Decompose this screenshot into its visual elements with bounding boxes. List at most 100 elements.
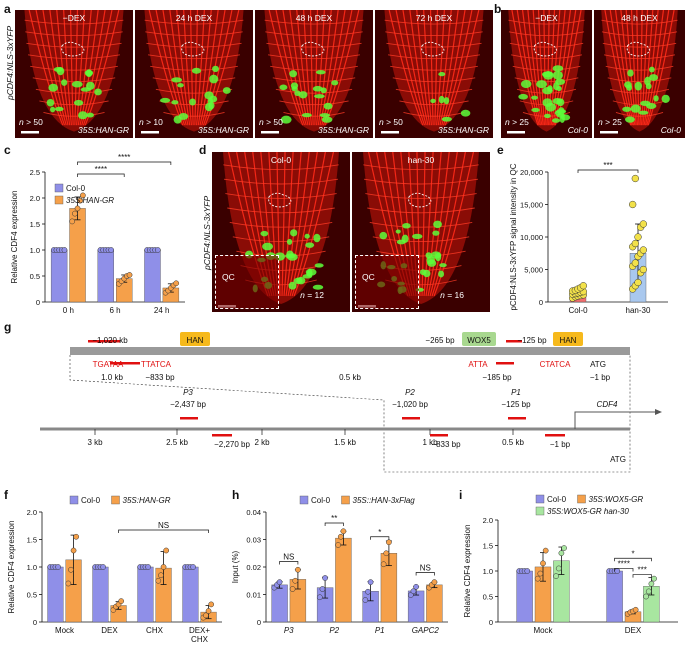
scale-bar	[141, 131, 159, 134]
x-tick-label: 0 h	[63, 306, 74, 315]
data-point	[61, 247, 68, 253]
cell-wall	[612, 100, 667, 106]
primer-mark	[545, 434, 565, 437]
motif-label: ATTA	[468, 360, 488, 369]
legend-label: Col-0	[81, 496, 101, 505]
micrograph-image: han-30 QC n = 16	[352, 152, 490, 312]
y-tick-label: 1.0	[27, 563, 37, 572]
nucleus-signal	[396, 239, 406, 245]
nucleus-signal	[419, 269, 427, 276]
cell-wall	[614, 10, 635, 126]
data-point	[614, 568, 621, 574]
data-point	[367, 579, 374, 585]
genotype-label: 35S:HAN-GR	[77, 125, 129, 135]
data-point	[205, 608, 212, 614]
y-tick-label: 0.5	[30, 272, 40, 281]
primer-mark	[430, 434, 448, 437]
tss-arrow	[574, 411, 655, 429]
x-tick-label: DEX	[625, 626, 642, 635]
cell-wall	[49, 10, 69, 126]
scale-label: 0.5 kb	[339, 373, 361, 382]
nucleus-signal	[626, 84, 633, 91]
nucleus-signal	[298, 91, 308, 99]
nucleus-signal	[222, 87, 231, 94]
nucleus-signal	[315, 70, 326, 75]
nucleus-signal	[46, 98, 55, 107]
y-tick-label: 0	[36, 298, 40, 307]
micrograph-svg	[594, 10, 685, 138]
data-point	[629, 200, 637, 209]
genotype-label: 35S:HAN-GR	[437, 125, 489, 135]
nucleus-signal	[460, 109, 471, 117]
cell-wall	[35, 10, 66, 126]
panel-letter-d: d	[199, 143, 207, 157]
data-point	[410, 588, 417, 595]
wox5-box	[462, 332, 496, 346]
y-axis-label: Relative CDF4 expression	[463, 525, 472, 618]
cell-wall	[508, 19, 585, 25]
nucleus-signal	[80, 87, 91, 92]
atg-label: ATG	[610, 455, 626, 464]
micrograph-image: 24 h DEX n > 10 35S:HAN-GR	[135, 10, 253, 138]
cell-wall	[367, 207, 475, 214]
cell-wall	[25, 31, 123, 37]
nucleus-signal	[280, 115, 292, 124]
nucleus-signal	[438, 72, 446, 77]
timepoint-label: han-30	[407, 155, 435, 165]
data-point	[639, 265, 647, 274]
qc-inset: QC	[355, 255, 419, 309]
significance-bracket	[632, 574, 652, 578]
x-tick-label: P3	[284, 626, 294, 635]
data-point	[65, 580, 72, 587]
significance-label: NS	[283, 553, 294, 562]
nucleus-signal	[160, 97, 171, 103]
cell-wall	[388, 10, 424, 126]
data-point	[631, 239, 639, 248]
nucleus-signal	[323, 102, 333, 110]
panel-letter-h: h	[232, 488, 240, 502]
x-tick-label: 6 h	[109, 306, 120, 315]
y-tick-label: 1.5	[27, 536, 37, 545]
cell-wall	[620, 10, 636, 126]
y-tick-label: 0.5	[483, 593, 493, 602]
significance-label: ***	[638, 566, 647, 575]
cell-wall	[527, 10, 543, 126]
cell-wall	[369, 221, 473, 228]
cell-wall	[197, 10, 212, 126]
han-box-label: HAN	[187, 336, 204, 345]
cell-wall	[270, 65, 358, 71]
data-point	[553, 573, 559, 579]
y-tick-label: 2.5	[30, 168, 40, 177]
chart-c: 0 0.5 1.0 1.5 2.0 2.5 Relative CDF4 expression…	[10, 153, 185, 315]
cell-wall	[511, 10, 539, 126]
bar	[92, 566, 109, 623]
scale-bar	[507, 131, 525, 134]
primer-mark	[496, 362, 514, 365]
panel-a-ylabel: pCDF4:NLS-3xYFP	[5, 25, 15, 100]
nucleus-signal	[302, 274, 313, 279]
nucleus-signal	[212, 65, 219, 73]
nucleus-signal	[536, 80, 548, 89]
legend-label: 35S::HAN-3xFlag	[353, 496, 416, 505]
panel-letter-g: g	[4, 320, 12, 334]
data-point	[173, 280, 180, 287]
significance-bracket	[370, 536, 390, 540]
nucleus-signal	[171, 77, 183, 83]
nucleus-signal	[622, 106, 632, 112]
significance-bracket	[577, 169, 639, 173]
chart-i: 0 0.5 1.0 1.5 2.0 Relative CDF4 expression Moc…	[463, 494, 678, 635]
bar	[50, 249, 68, 303]
legend-label: 35S:WOX5-GR han-30	[547, 507, 629, 516]
nucleus-signal	[531, 107, 540, 113]
coord-label: −833 bp	[145, 373, 175, 382]
cell-wall	[392, 77, 476, 83]
cell-wall	[508, 31, 585, 37]
motif-label: TGATAA	[93, 360, 124, 369]
cell-wall	[399, 100, 469, 106]
y-tick-label: 1.5	[483, 542, 493, 551]
primer-name: P1	[511, 388, 521, 397]
micrograph-image: Col-0 QC n = 12	[212, 152, 350, 312]
significance-bracket	[118, 529, 209, 533]
bar	[606, 570, 623, 623]
qc-outline	[421, 41, 445, 57]
